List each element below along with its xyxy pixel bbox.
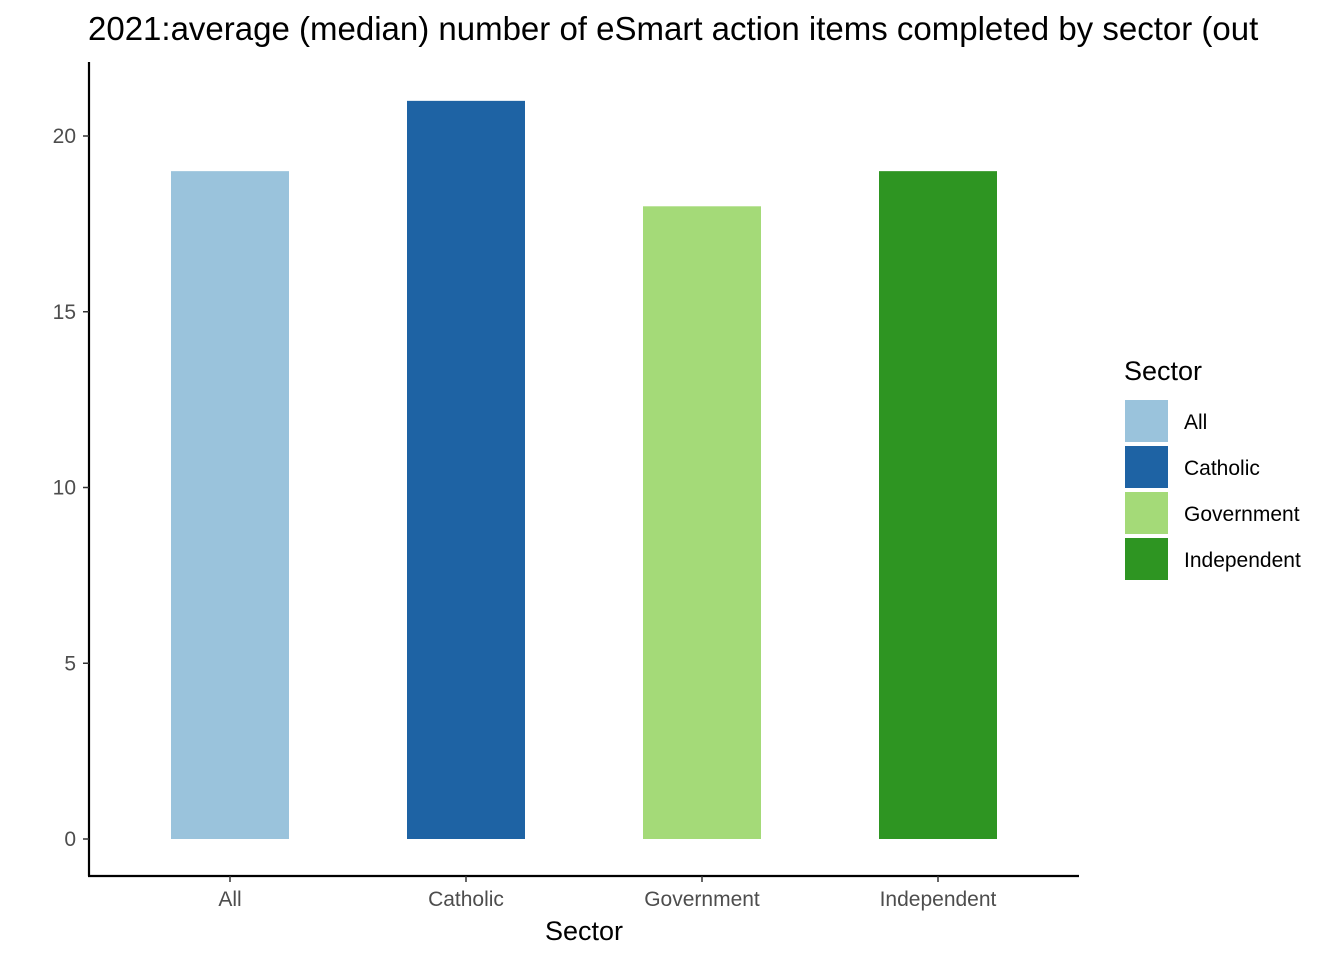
y-tick-label-5: 5 (64, 652, 76, 675)
legend-items: All Catholic Government Independent (1125, 400, 1301, 580)
chart-title: 2021:average (median) number of eSmart a… (88, 10, 1258, 47)
y-tick-label-10: 10 (53, 477, 76, 500)
x-tick-label-government: Government (644, 888, 760, 911)
bars-group (171, 100, 997, 840)
legend-swatch-government (1125, 492, 1168, 534)
x-tick-label-all: All (218, 888, 241, 911)
bar-catholic (407, 100, 525, 840)
legend-swatch-catholic (1125, 446, 1168, 488)
legend-label-independent: Independent (1184, 549, 1301, 572)
y-tick-label-15: 15 (53, 301, 76, 324)
x-tick-label-catholic: Catholic (428, 888, 504, 911)
legend: Sector All Catholic Government Independent (1124, 356, 1301, 580)
legend-title: Sector (1124, 356, 1202, 386)
x-axis-title: Sector (545, 916, 623, 946)
legend-label-catholic: Catholic (1184, 457, 1260, 480)
y-tick-label-20: 20 (53, 125, 76, 148)
y-axis-ticks: 0 5 10 15 20 (53, 125, 89, 851)
bar-government (643, 206, 761, 840)
x-tick-label-independent: Independent (880, 888, 997, 911)
x-axis-ticks: All Catholic Government Independent (218, 876, 997, 911)
legend-label-government: Government (1184, 503, 1300, 526)
y-tick-label-0: 0 (64, 828, 76, 851)
legend-label-all: All (1184, 411, 1207, 434)
legend-swatch-all (1125, 400, 1168, 442)
legend-swatch-independent (1125, 538, 1168, 580)
bar-all (171, 171, 289, 839)
bar-independent (879, 171, 997, 839)
